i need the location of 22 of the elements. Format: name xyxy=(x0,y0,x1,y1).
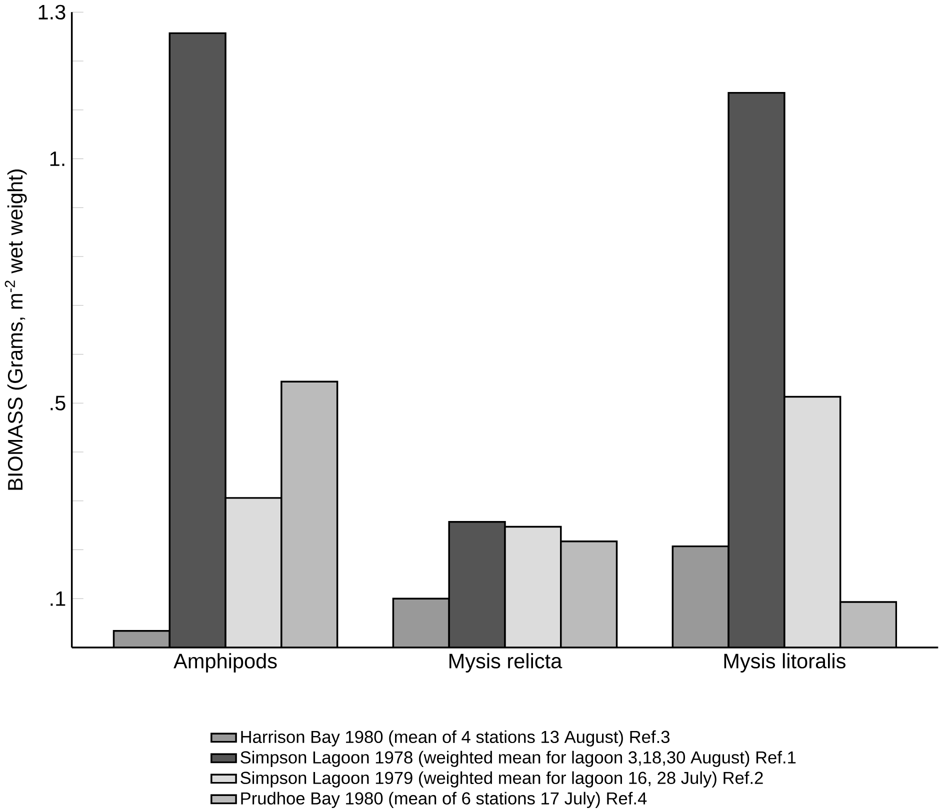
bar xyxy=(281,381,338,648)
y-axis-title: BIOMASS (Grams, m$^{-2}$ wet weight) xyxy=(4,169,27,490)
bar xyxy=(504,526,561,648)
y-tick-label: 1. xyxy=(50,151,64,166)
bar xyxy=(226,498,282,648)
legend-label: Simpson Lagoon 1979 (weighted mean for lagoon 16, 28 July) Ref.2 xyxy=(240,771,763,788)
bar xyxy=(449,522,505,648)
bar xyxy=(672,545,730,648)
x-tick-label: Mysis relicta xyxy=(450,653,562,672)
bar xyxy=(784,396,842,648)
y-tick-label: 1.3 xyxy=(38,4,66,20)
bar xyxy=(728,92,786,648)
x-tick-label: Mysis litoralis xyxy=(724,653,846,672)
bar xyxy=(393,598,450,648)
legend-label: Simpson Lagoon 1978 (weighted mean for lagoon 3,18,30 August) Ref.1 xyxy=(240,750,796,767)
bar xyxy=(170,33,226,648)
bar xyxy=(560,541,617,648)
y-tick-label: .1 xyxy=(50,591,66,606)
legend-label: Harrison Bay 1980 (mean of 4 stations 13 August) Ref.3 xyxy=(241,730,670,746)
x-tick-label: Amphipods xyxy=(174,653,277,672)
y-tick-label: .5 xyxy=(50,396,66,410)
legend-label: Prudhoe Bay 1980 (mean of 6 stations 17 July) Ref.4 xyxy=(241,792,647,808)
